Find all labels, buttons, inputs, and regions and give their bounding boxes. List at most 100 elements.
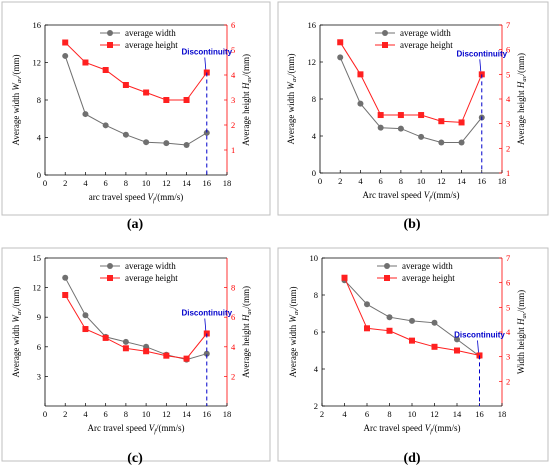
y-tick-label: 8: [312, 94, 316, 104]
y-tick-label: 6: [37, 342, 41, 352]
series-line-height: [339, 42, 483, 123]
y-tick-label: 12: [308, 57, 317, 67]
y2-tick-label: 3: [506, 352, 510, 362]
height-data-point: [82, 59, 89, 66]
width-data-point: [377, 124, 384, 131]
x-axis-title: Arc travel speed Vf/(mm/s): [87, 423, 184, 435]
width-data-point: [143, 139, 150, 146]
x-axis-title: Arc travel speed Vf/(mm/s): [362, 190, 459, 202]
height-data-point: [163, 97, 170, 103]
y2-tick-label: 5: [506, 302, 510, 312]
legend-label: average width: [125, 28, 176, 38]
y2-tick-label: 6: [231, 20, 235, 30]
x-tick-label: 2: [320, 409, 324, 419]
height-data-point: [397, 112, 404, 119]
legend-label: average width: [402, 261, 453, 271]
height-data-point: [62, 292, 69, 298]
width-data-point: [82, 312, 89, 319]
x-tick-label: 2: [63, 178, 67, 188]
panel-label: (a): [127, 217, 144, 232]
height-data-point: [341, 274, 348, 281]
y-tick-label: 8: [314, 290, 318, 300]
discontinuity-label: Discontinuity: [456, 49, 507, 58]
panel-label: (c): [127, 451, 143, 466]
y2-tick-label: 5: [231, 45, 235, 55]
y-axis-title: Average width Wav/(mm): [288, 287, 300, 378]
width-data-point: [183, 142, 190, 148]
width-data-point: [337, 54, 344, 61]
y2-tick-label: 8: [231, 283, 235, 293]
height-data-point: [377, 112, 384, 119]
width-data-point: [397, 125, 404, 132]
width-data-point: [203, 129, 210, 136]
x-tick-label: 4: [83, 409, 88, 419]
x-tick-label: 18: [223, 178, 232, 188]
width-data-point: [438, 139, 445, 146]
y-axis-title: Average width Wav/(mm): [11, 287, 23, 378]
y-tick-label: 6: [314, 327, 318, 337]
series-line-width: [64, 55, 208, 146]
y2-axis-title: Average height Hav/(mm): [241, 286, 253, 378]
x-tick-label: 14: [182, 178, 191, 188]
panel-border: [277, 1, 549, 216]
x-tick-label: 4: [358, 176, 363, 186]
y2-axis-title: Average height Hav/(mm): [516, 53, 528, 145]
height-data-point: [143, 89, 150, 96]
x-axis-title: Arc travel speed Vf/(mm/s): [363, 423, 460, 435]
series-line-height: [64, 294, 208, 360]
x-tick-label: 18: [498, 409, 507, 419]
x-tick-label: 12: [437, 176, 446, 186]
panel-border: [1, 247, 271, 462]
y2-tick-label: 4: [231, 342, 236, 352]
width-data-point: [409, 317, 415, 324]
width-data-point: [386, 314, 393, 321]
height-data-point: [183, 355, 190, 362]
y2-tick-label: 7: [506, 20, 510, 30]
discontinuity-arrow: [479, 59, 482, 72]
height-data-point: [62, 39, 69, 46]
width-data-point: [431, 319, 438, 326]
x-tick-label: 8: [124, 409, 128, 419]
legend-label: average width: [125, 261, 176, 271]
x-tick-label: 6: [365, 409, 369, 419]
x-tick-label: 16: [475, 409, 484, 419]
y2-axis-title: Average height Hav/(mm): [241, 54, 253, 146]
y-tick-label: 3: [37, 371, 41, 381]
chart-panel-4: 2 4 6 8 10 12 14 16 18 2 4 6 8 10 2 3 4 5 6 7 Arc travel spe…: [277, 247, 549, 466]
x-tick-label: 10: [417, 176, 426, 186]
width-data-point: [122, 338, 129, 345]
y-tick-label: 12: [33, 58, 42, 68]
width-data-point: [454, 336, 460, 343]
width-data-point: [102, 122, 109, 129]
y2-tick-label: 6: [231, 312, 235, 322]
y-tick-label: 9: [37, 312, 41, 322]
y2-tick-label: 3: [506, 119, 510, 129]
y2-tick-label: 1: [506, 168, 510, 178]
width-data-point: [163, 140, 170, 147]
width-data-point: [458, 139, 465, 146]
height-data-point: [386, 327, 393, 334]
y2-tick-label: 6: [506, 278, 510, 288]
y2-tick-label: 2: [231, 371, 235, 381]
y2-axis-title: Width height Hav/(mm): [516, 290, 528, 374]
height-data-point: [143, 348, 150, 355]
discontinuity-label: Discontinuity: [454, 330, 505, 339]
x-tick-label: 18: [223, 409, 232, 419]
x-tick-label: 0: [318, 176, 322, 186]
x-tick-label: 14: [182, 409, 191, 419]
height-data-point: [458, 119, 465, 126]
x-tick-label: 16: [203, 409, 212, 419]
y2-tick-label: 2: [506, 143, 510, 153]
height-data-point: [431, 343, 438, 350]
y-tick-label: 12: [33, 283, 42, 293]
width-data-point: [82, 111, 89, 118]
chart-panel-3: 0 2 4 6 8 10 12 14 16 18 3 6 9 12 15 2 4 6 8 Arc travel spe…: [1, 247, 271, 466]
x-tick-label: 10: [408, 409, 417, 419]
y-tick-label: 0: [312, 168, 316, 178]
y2-tick-label: 2: [506, 376, 510, 386]
legend-label: average height: [125, 40, 178, 50]
x-tick-label: 8: [124, 178, 128, 188]
height-data-point: [183, 97, 190, 103]
series-line-height: [64, 42, 208, 101]
